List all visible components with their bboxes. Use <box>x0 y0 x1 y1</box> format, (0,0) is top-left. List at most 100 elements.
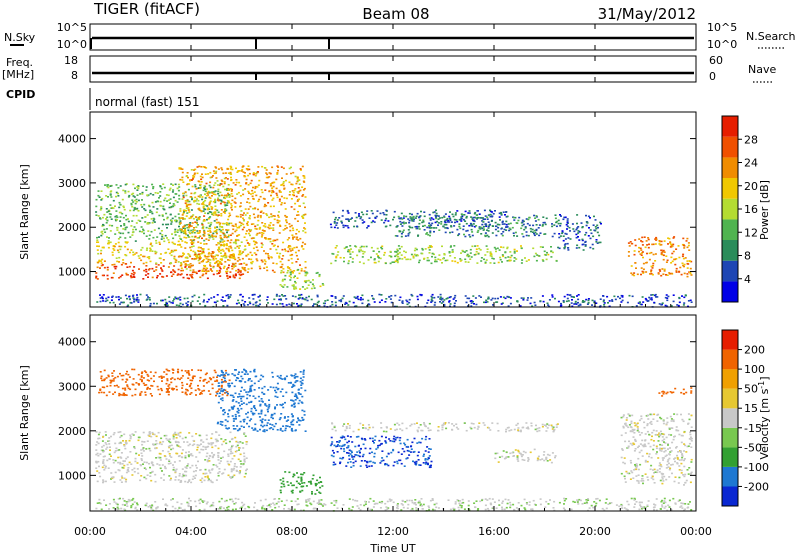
range-cell <box>265 176 268 179</box>
range-cell <box>594 226 597 228</box>
range-cell <box>167 393 170 396</box>
range-cell <box>107 296 110 299</box>
range-cell <box>233 385 236 388</box>
range-cell <box>146 223 149 225</box>
range-cell <box>111 476 114 479</box>
range-cell <box>202 260 204 262</box>
range-cell <box>281 294 283 296</box>
range-cell <box>204 304 207 307</box>
range-cell <box>223 374 225 377</box>
range-cell <box>389 224 392 227</box>
range-cell <box>143 384 146 386</box>
range-cell <box>214 190 217 192</box>
range-cell <box>248 192 250 194</box>
range-cell <box>666 305 669 307</box>
range-cell <box>142 463 144 465</box>
range-cell <box>435 212 438 215</box>
range-cell <box>227 297 230 300</box>
range-cell <box>142 447 145 449</box>
range-cell <box>204 193 206 195</box>
range-cell <box>189 179 191 182</box>
range-cell <box>207 212 209 215</box>
range-cell <box>415 254 418 257</box>
range-cell <box>221 399 224 402</box>
range-cell <box>143 461 146 463</box>
range-cell <box>428 249 431 251</box>
range-cell <box>384 225 387 228</box>
range-cell <box>237 402 240 404</box>
range-cell <box>244 381 247 383</box>
range-cell <box>181 214 184 216</box>
range-cell <box>291 415 294 417</box>
range-cell <box>178 168 181 170</box>
range-cell <box>240 386 243 389</box>
range-cell <box>140 249 143 251</box>
range-cell <box>177 434 180 436</box>
colorbar-segment <box>722 116 738 137</box>
range-cell <box>261 421 264 424</box>
range-cell <box>247 253 250 256</box>
range-cell <box>161 380 163 382</box>
range-cell <box>182 474 185 477</box>
range-cell <box>301 419 304 421</box>
range-cell <box>339 256 342 259</box>
range-cell <box>305 280 308 282</box>
range-cell <box>174 183 177 186</box>
range-cell <box>460 252 462 254</box>
range-cell <box>111 254 114 256</box>
range-cell <box>378 444 381 447</box>
range-cell <box>276 219 279 222</box>
range-cell <box>254 427 257 430</box>
range-cell <box>234 247 237 249</box>
range-cell <box>382 212 385 214</box>
range-cell <box>110 218 113 220</box>
colorbar-tick-label: 20 <box>744 180 758 193</box>
range-cell <box>231 232 234 235</box>
range-cell <box>505 211 508 213</box>
range-cell <box>477 229 480 232</box>
range-cell <box>243 267 246 269</box>
range-cell <box>124 381 127 383</box>
range-cell <box>143 232 145 235</box>
range-cell <box>550 246 552 248</box>
range-cell <box>109 193 112 195</box>
range-cell <box>133 272 136 274</box>
range-cell <box>288 471 291 474</box>
range-cell <box>276 173 279 175</box>
range-cell <box>299 189 302 192</box>
range-cell <box>126 274 129 276</box>
range-cell <box>263 267 266 269</box>
range-cell <box>193 231 196 234</box>
range-cell <box>562 301 565 303</box>
range-cell <box>356 254 359 257</box>
range-cell <box>330 295 333 297</box>
range-cell <box>209 229 212 232</box>
range-cell <box>99 371 102 373</box>
range-cell <box>248 217 251 219</box>
range-cell <box>211 255 213 258</box>
range-cell <box>284 228 287 230</box>
range-cell <box>221 397 224 399</box>
range-cell <box>288 275 291 277</box>
range-cell <box>291 430 294 432</box>
range-cell <box>152 302 155 305</box>
range-cell <box>178 198 181 200</box>
range-cell <box>131 269 134 272</box>
range-cell <box>220 255 223 257</box>
range-cell <box>631 242 634 245</box>
range-cell <box>298 179 301 181</box>
range-cell <box>688 249 691 251</box>
range-cell <box>198 246 200 249</box>
range-cell <box>97 261 100 264</box>
range-cell <box>238 371 241 373</box>
range-cell <box>683 302 686 304</box>
range-cell <box>576 214 579 216</box>
range-cell <box>236 441 239 444</box>
range-cell <box>293 402 296 404</box>
range-cell <box>296 472 298 474</box>
range-cell <box>310 298 313 301</box>
range-cell <box>295 394 298 397</box>
range-cell <box>335 256 338 259</box>
range-cell <box>107 240 110 242</box>
